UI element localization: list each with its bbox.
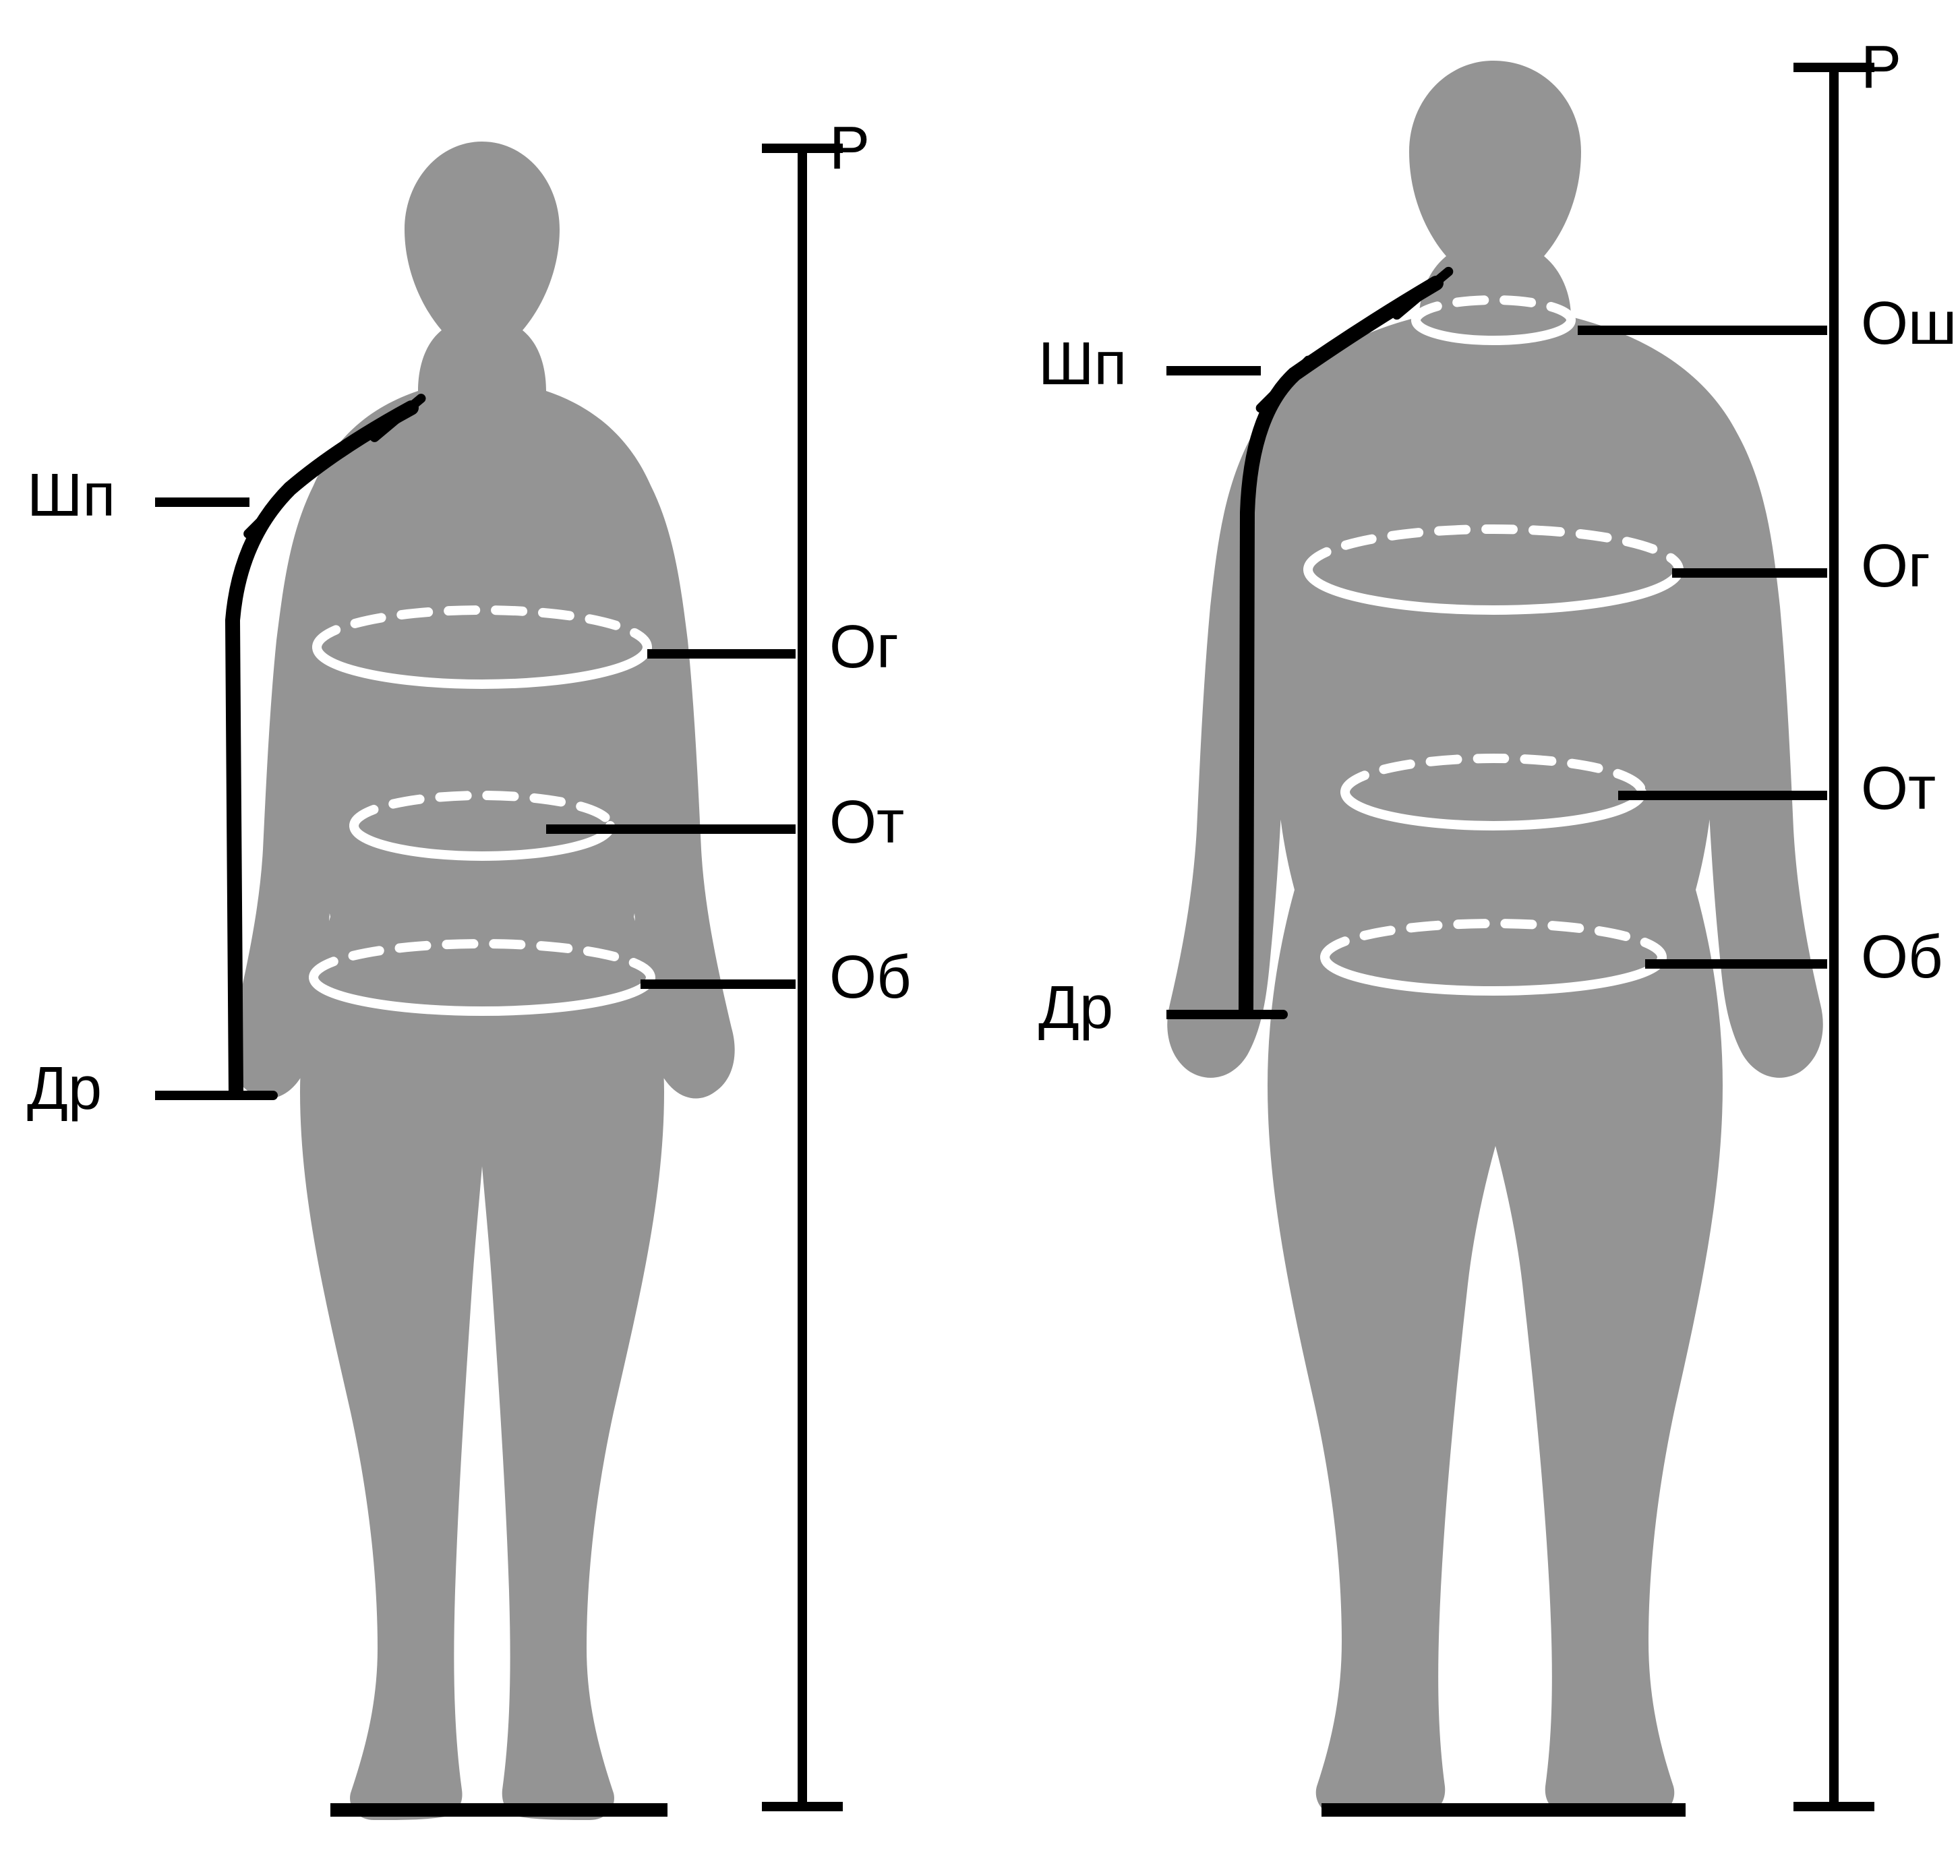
female-label-chest: Ог (829, 613, 899, 681)
male-label-sleeve: Др (1038, 974, 1113, 1041)
female-shp-tick (248, 491, 291, 534)
male-label-neck: Ош (1861, 290, 1957, 357)
female-label-hips: Об (829, 944, 912, 1011)
female-label-waist: От (829, 789, 904, 856)
male-label-chest: Ог (1861, 533, 1930, 600)
male-label-hips: Об (1861, 924, 1943, 991)
male-label-shoulder: Шп (1038, 330, 1127, 398)
male-silhouette (1167, 61, 1823, 1817)
female-label-height: Р (829, 115, 870, 182)
male-label-height: Р (1861, 34, 1901, 101)
female-label-sleeve: Др (27, 1055, 102, 1122)
female-label-shoulder: Шп (27, 462, 115, 529)
male-label-waist: От (1861, 755, 1936, 822)
